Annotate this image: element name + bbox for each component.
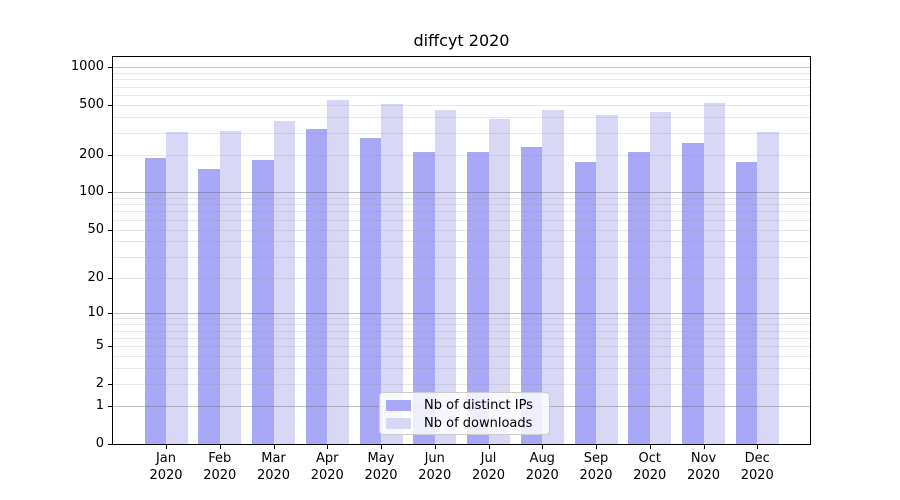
bar-downloads-aug	[542, 109, 564, 444]
legend-item-distinct-ips: Nb of distinct IPs	[386, 398, 545, 414]
legend: Nb of distinct IPs Nb of downloads	[379, 392, 550, 435]
y-tick-label-0: 0	[95, 436, 104, 451]
bar-downloads-nov	[703, 103, 725, 444]
bar-distinct-ips-sep	[574, 161, 596, 444]
x-tick-label-jun: Jun 2020	[418, 451, 452, 483]
bar-downloads-oct	[649, 112, 672, 444]
bar-distinct-ips-jul	[467, 152, 489, 444]
x-tick-mark-apr	[327, 445, 329, 449]
y-tick-label-2: 2	[95, 376, 104, 392]
y-tick-mark-200	[108, 154, 112, 156]
x-tick-label-nov: Nov 2020	[686, 451, 721, 483]
x-tick-label-jan: Jan 2020	[149, 451, 183, 483]
y-tick-label-100: 100	[79, 184, 104, 200]
bar-distinct-ips-may	[359, 138, 381, 444]
bar-distinct-ips-feb	[198, 168, 220, 444]
y-tick-label-10: 10	[87, 305, 104, 321]
bar-downloads-sep	[596, 115, 618, 444]
legend-swatch-downloads	[386, 418, 411, 429]
x-tick-mark-dec	[757, 445, 759, 449]
bar-distinct-ips-oct	[628, 152, 650, 444]
y-tick-label-50: 50	[87, 221, 104, 237]
y-tick-mark-1	[108, 406, 112, 408]
x-tick-mark-aug	[542, 445, 544, 449]
y-tick-label-1: 1	[95, 398, 104, 414]
bar-downloads-jun	[434, 110, 457, 444]
y-tick-mark-20	[108, 277, 112, 279]
bar-downloads-jan	[166, 132, 188, 444]
y-tick-label-5: 5	[95, 338, 104, 354]
x-tick-label-feb: Feb 2020	[203, 451, 237, 483]
bar-distinct-ips-apr	[305, 129, 328, 444]
x-tick-mark-oct	[649, 445, 651, 449]
legend-label-distinct-ips: Nb of distinct IPs	[424, 398, 533, 413]
bar-downloads-dec	[757, 132, 779, 444]
x-tick-label-sep: Sep 2020	[579, 451, 613, 483]
x-tick-label-aug: Aug 2020	[525, 451, 559, 483]
bar-distinct-ips-mar	[252, 159, 274, 444]
x-tick-label-mar: Mar 2020	[256, 451, 291, 483]
x-tick-mark-nov	[703, 445, 705, 449]
bar-distinct-ips-dec	[735, 161, 758, 444]
bar-distinct-ips-jan	[144, 157, 166, 444]
x-tick-label-apr: Apr 2020	[310, 451, 344, 483]
y-tick-mark-1000	[108, 67, 112, 69]
x-tick-mark-feb	[219, 445, 221, 449]
bar-downloads-jul	[488, 118, 510, 444]
y-tick-mark-500	[108, 104, 112, 106]
plot-area: Nb of distinct IPs Nb of downloads	[112, 56, 811, 445]
y-tick-mark-0	[108, 444, 112, 445]
gridline-900	[113, 72, 810, 74]
y-tick-label-200: 200	[79, 146, 104, 162]
bar-downloads-feb	[219, 130, 242, 444]
x-tick-label-dec: Dec 2020	[740, 451, 774, 483]
y-tick-label-500: 500	[79, 96, 104, 112]
bar-downloads-apr	[327, 100, 349, 444]
bar-distinct-ips-nov	[682, 142, 704, 444]
x-tick-label-oct: Oct 2020	[633, 451, 667, 483]
y-tick-mark-5	[108, 346, 112, 348]
x-tick-mark-jun	[434, 445, 436, 449]
y-tick-mark-50	[108, 229, 112, 231]
x-tick-mark-jan	[166, 445, 167, 449]
y-tick-label-1000: 1000	[70, 59, 104, 75]
bar-distinct-ips-jun	[413, 151, 435, 444]
x-tick-mark-sep	[596, 445, 597, 449]
bar-downloads-may	[381, 104, 403, 444]
bar-distinct-ips-aug	[520, 147, 543, 444]
gridline-1000	[113, 67, 810, 69]
x-tick-mark-mar	[273, 445, 275, 449]
y-tick-mark-10	[108, 313, 112, 315]
gridline-700	[113, 86, 810, 88]
x-tick-label-jul: Jul 2020	[471, 451, 506, 483]
legend-label-downloads: Nb of downloads	[424, 416, 533, 431]
x-tick-mark-jul	[488, 445, 490, 449]
y-tick-mark-2	[108, 384, 112, 386]
legend-item-downloads: Nb of downloads	[386, 416, 545, 432]
gridline-600	[113, 94, 810, 96]
legend-swatch-distinct-ips	[386, 400, 411, 411]
gridline-800	[113, 79, 810, 81]
x-tick-label-may: May 2020	[364, 451, 398, 483]
chart-title: diffcyt 2020	[413, 31, 510, 50]
bar-downloads-mar	[273, 121, 295, 444]
x-tick-mark-may	[381, 445, 382, 449]
y-tick-mark-100	[108, 192, 112, 194]
y-tick-label-20: 20	[87, 269, 104, 285]
